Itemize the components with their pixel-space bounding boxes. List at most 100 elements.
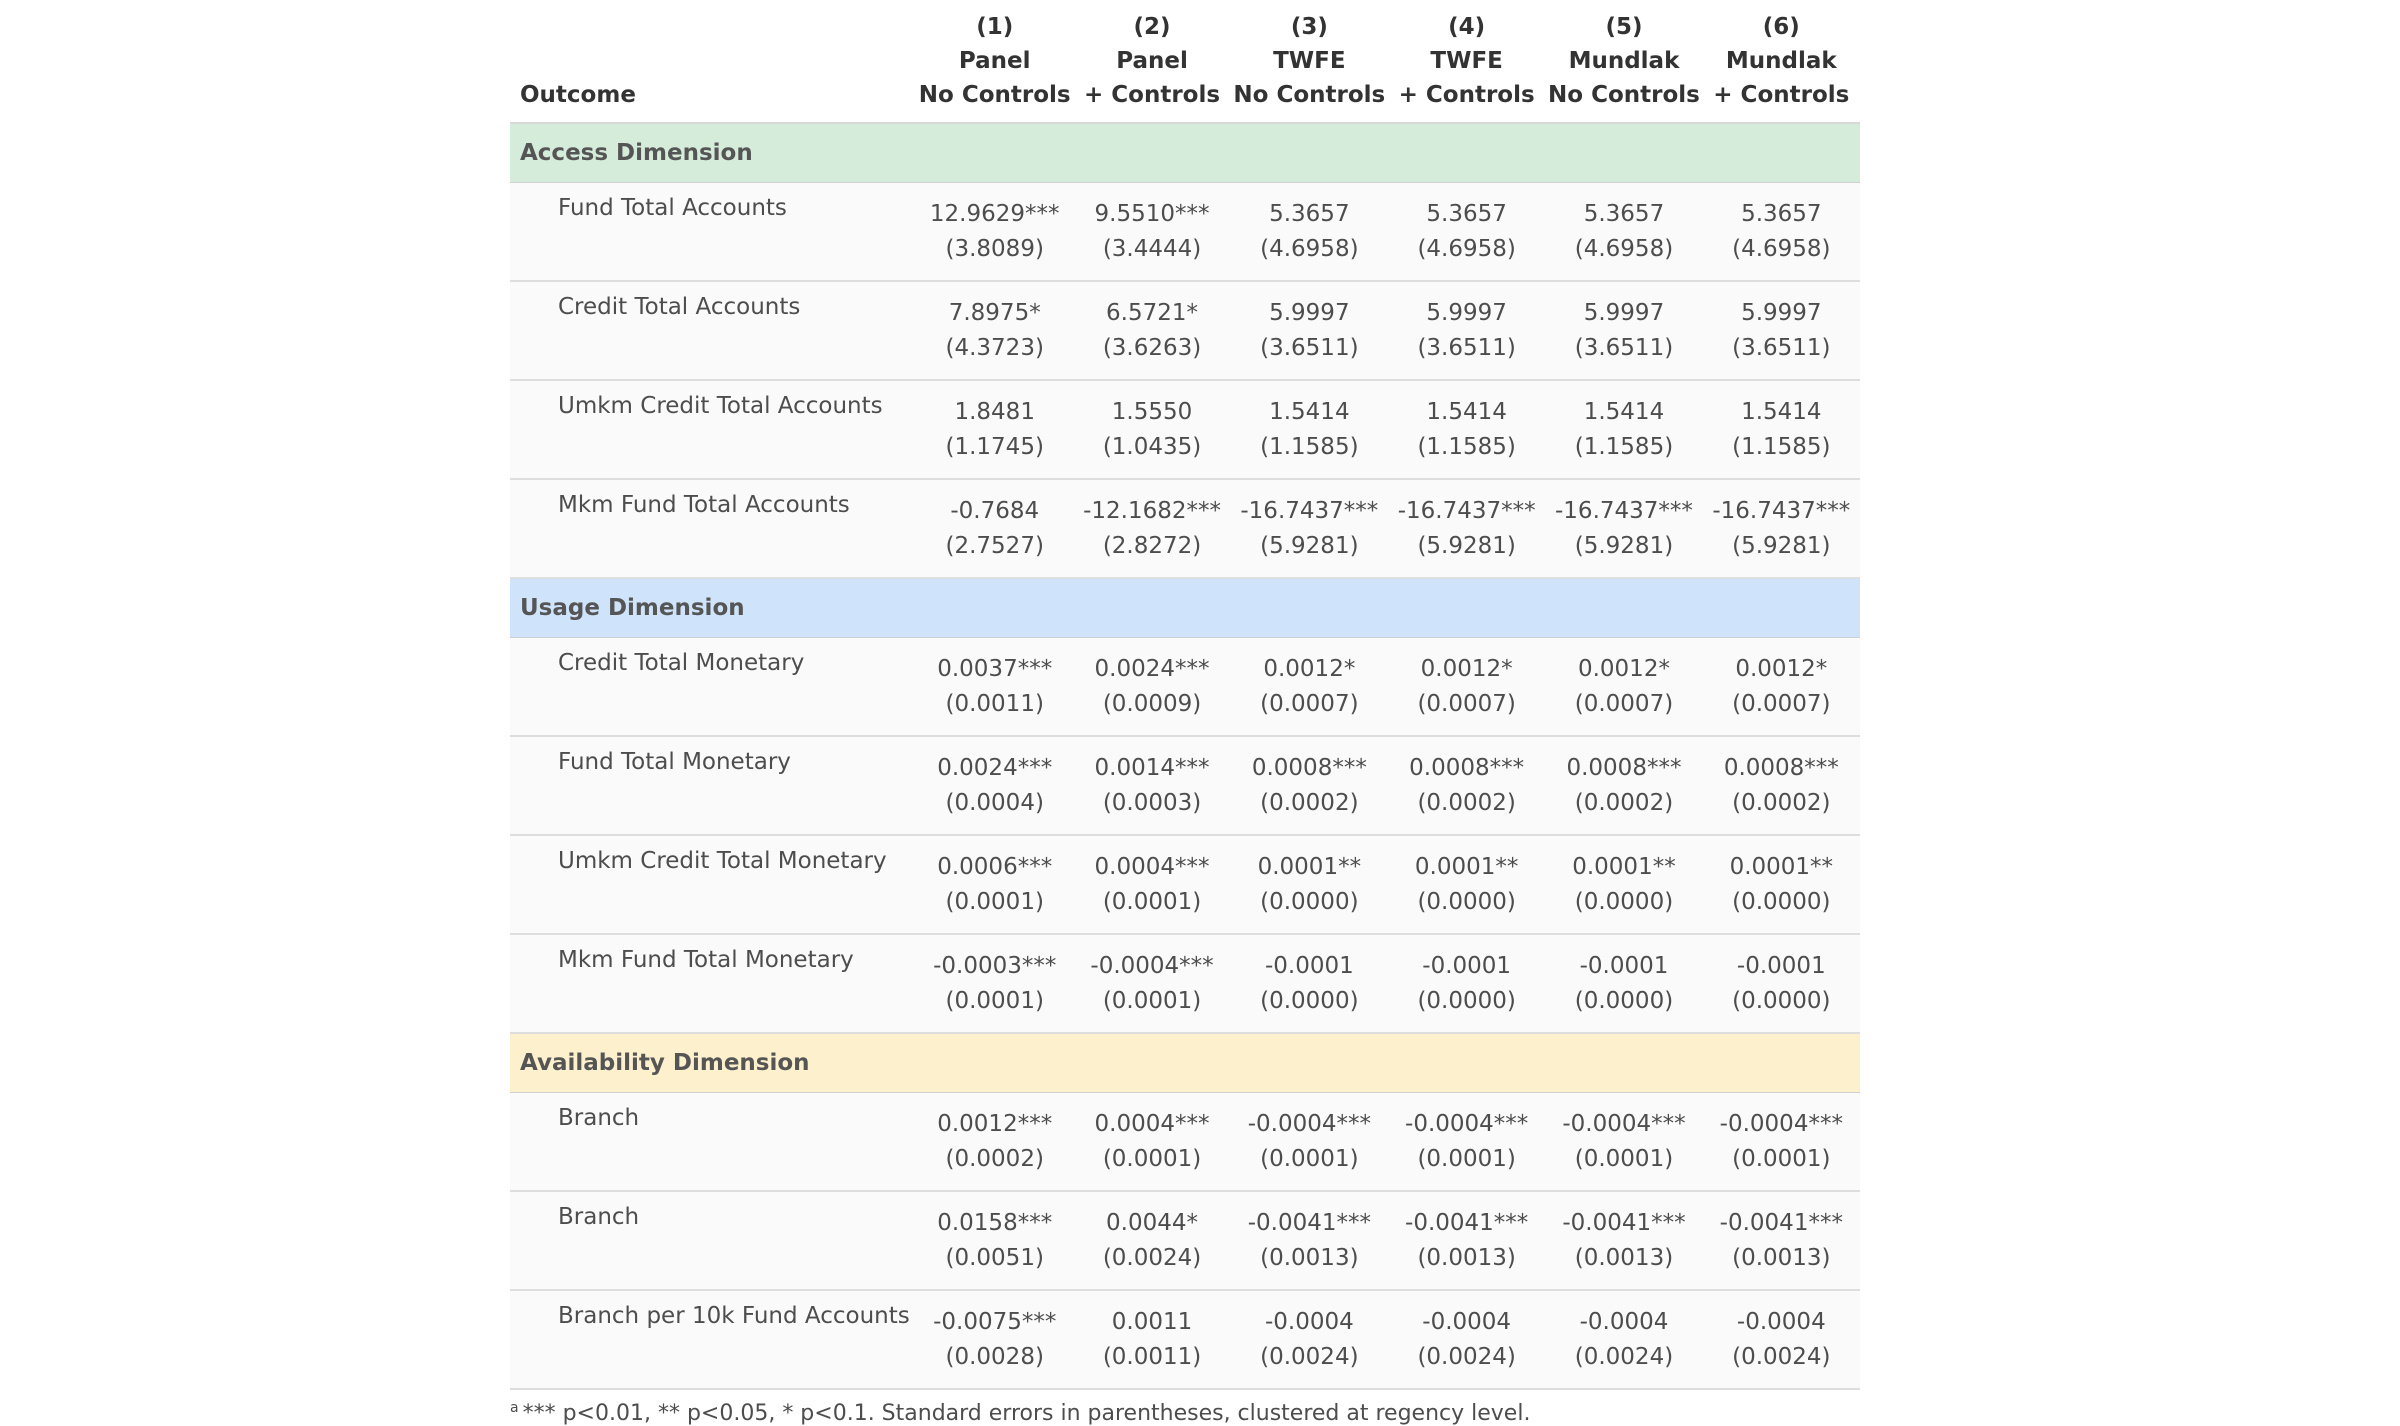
coefficient: -16.7437*** bbox=[1397, 497, 1536, 524]
estimate-cell: 0.0008*** (0.0002) bbox=[1230, 736, 1388, 836]
estimate-cell: 0.0004*** (0.0001) bbox=[1073, 1092, 1231, 1192]
standard-error: (0.0013) bbox=[1574, 1244, 1674, 1271]
coefficient: 1.5550 bbox=[1111, 398, 1193, 425]
standard-error: (0.0001) bbox=[1260, 1145, 1359, 1172]
coefficient: 0.0001** bbox=[1572, 853, 1676, 880]
coefficient: -0.0004*** bbox=[1405, 1110, 1529, 1137]
estimate-cell: 5.9997 (3.6511) bbox=[1702, 281, 1860, 381]
coefficient: 0.0008*** bbox=[1251, 754, 1367, 781]
coefficient: 0.0012* bbox=[1735, 655, 1828, 682]
coefficient: -12.1682*** bbox=[1083, 497, 1221, 524]
estimate-cell: -0.0004*** (0.0001) bbox=[1702, 1092, 1860, 1192]
column-header: (5) Mundlak No Controls bbox=[1545, 0, 1703, 124]
estimate-cell: -12.1682*** (2.8272) bbox=[1073, 479, 1231, 579]
standard-error: (0.0001) bbox=[1102, 987, 1202, 1014]
standard-error: (3.6511) bbox=[1260, 334, 1359, 361]
standard-error: (0.0001) bbox=[945, 888, 1044, 915]
standard-error: (4.6958) bbox=[1417, 235, 1516, 262]
estimate-cell: 5.3657 (4.6958) bbox=[1545, 182, 1703, 282]
estimate-cell: -0.0004 (0.0024) bbox=[1702, 1290, 1860, 1390]
estimate-cell: 1.8481 (1.1745) bbox=[916, 380, 1074, 480]
standard-error: (0.0004) bbox=[945, 789, 1044, 816]
standard-error: (0.0000) bbox=[1574, 987, 1674, 1014]
estimate-cell: 0.0006*** (0.0001) bbox=[916, 835, 1074, 935]
column-spec: + Controls bbox=[1713, 82, 1850, 108]
standard-error: (4.3723) bbox=[945, 334, 1044, 361]
standard-error: (1.1745) bbox=[945, 433, 1044, 460]
estimate-cell: 12.9629*** (3.8089) bbox=[916, 182, 1074, 282]
standard-error: (0.0000) bbox=[1417, 888, 1516, 915]
coefficient: -0.0001 bbox=[1736, 952, 1826, 979]
standard-error: (0.0011) bbox=[1102, 1343, 1202, 1370]
column-spec: No Controls bbox=[1233, 82, 1386, 108]
estimate-cell: -0.0001 (0.0000) bbox=[1702, 934, 1860, 1034]
column-number: (5) bbox=[1605, 14, 1643, 40]
estimate-cell: 0.0037*** (0.0011) bbox=[916, 637, 1074, 737]
standard-error: (0.0000) bbox=[1574, 888, 1674, 915]
estimate-cell: -0.0004*** (0.0001) bbox=[1073, 934, 1231, 1034]
footnote: a *** p<0.01, ** p<0.05, * p<0.1. Standar… bbox=[510, 1400, 1860, 1426]
coefficient: 0.0006*** bbox=[937, 853, 1053, 880]
coefficient: 0.0014*** bbox=[1094, 754, 1210, 781]
estimate-cell: -16.7437*** (5.9281) bbox=[1388, 479, 1546, 579]
coefficient: 0.0037*** bbox=[937, 655, 1053, 682]
standard-error: (0.0013) bbox=[1417, 1244, 1516, 1271]
outcome-header: Outcome bbox=[510, 0, 917, 124]
standard-error: (0.0013) bbox=[1260, 1244, 1359, 1271]
table-row: Fund Total Monetary 0.0024*** (0.0004) 0.00… bbox=[510, 736, 1860, 836]
coefficient: 12.9629*** bbox=[929, 200, 1060, 227]
coefficient: -0.0041*** bbox=[1405, 1209, 1529, 1236]
table-row: Credit Total Accounts 7.8975* (4.3723) 6.57… bbox=[510, 281, 1860, 381]
standard-error: (0.0001) bbox=[945, 987, 1044, 1014]
standard-error: (0.0024) bbox=[1732, 1343, 1831, 1370]
estimate-cell: -0.0004*** (0.0001) bbox=[1230, 1092, 1388, 1192]
standard-error: (0.0001) bbox=[1732, 1145, 1831, 1172]
standard-error: (2.7527) bbox=[945, 532, 1044, 559]
estimate-cell: 9.5510*** (3.4444) bbox=[1073, 182, 1231, 282]
estimate-cell: 0.0024*** (0.0004) bbox=[916, 736, 1074, 836]
estimate-cell: 0.0044* (0.0024) bbox=[1073, 1191, 1231, 1291]
standard-error: (0.0024) bbox=[1102, 1244, 1202, 1271]
standard-error: (4.6958) bbox=[1732, 235, 1831, 262]
estimate-cell: 1.5550 (1.0435) bbox=[1073, 380, 1231, 480]
column-header: (2) Panel + Controls bbox=[1073, 0, 1231, 124]
column-model: Mundlak bbox=[1725, 48, 1837, 74]
coefficient: -0.0075*** bbox=[933, 1308, 1057, 1335]
estimate-cell: 0.0158*** (0.0051) bbox=[916, 1191, 1074, 1291]
column-header: (3) TWFE No Controls bbox=[1230, 0, 1388, 124]
coefficient: 0.0004*** bbox=[1094, 1110, 1210, 1137]
estimate-cell: -0.0075*** (0.0028) bbox=[916, 1290, 1074, 1390]
table-row: Branch 0.0158*** (0.0051) 0.0044* (0.0024) -0… bbox=[510, 1191, 1860, 1291]
standard-error: (0.0002) bbox=[1574, 789, 1674, 816]
coefficient: -0.0004 bbox=[1422, 1308, 1512, 1335]
standard-error: (0.0028) bbox=[945, 1343, 1044, 1370]
coefficient: 9.5510*** bbox=[1094, 200, 1210, 227]
standard-error: (0.0001) bbox=[1574, 1145, 1674, 1172]
table-row: Branch 0.0012*** (0.0002) 0.0004*** (0.0001)… bbox=[510, 1092, 1860, 1192]
coefficient: 0.0001** bbox=[1729, 853, 1834, 880]
estimate-cell: -0.0004 (0.0024) bbox=[1545, 1290, 1703, 1390]
table-row: Branch per 10k Fund Accounts -0.0075*** (0… bbox=[510, 1290, 1860, 1390]
standard-error: (0.0000) bbox=[1260, 888, 1359, 915]
estimate-cell: -0.7684 (2.7527) bbox=[916, 479, 1074, 579]
standard-error: (0.0007) bbox=[1260, 690, 1359, 717]
estimate-cell: 1.5414 (1.1585) bbox=[1388, 380, 1546, 480]
coefficient: 5.9997 bbox=[1269, 299, 1350, 326]
standard-error: (0.0024) bbox=[1260, 1343, 1359, 1370]
coefficient: -16.7437*** bbox=[1712, 497, 1851, 524]
coefficient: -0.0004*** bbox=[1090, 952, 1214, 979]
estimate-cell: 0.0001** (0.0000) bbox=[1388, 835, 1546, 935]
group-header-row: Access Dimension bbox=[510, 123, 1860, 183]
column-number: (6) bbox=[1762, 14, 1800, 40]
estimate-cell: 0.0004*** (0.0001) bbox=[1073, 835, 1231, 935]
coefficient: 0.0012* bbox=[1577, 655, 1670, 682]
table-body: Access Dimension Fund Total Accounts 12.96… bbox=[510, 123, 1860, 1390]
estimate-cell: -0.0004*** (0.0001) bbox=[1388, 1092, 1546, 1192]
group-header-row: Availability Dimension bbox=[510, 1033, 1860, 1093]
group-title: Usage Dimension bbox=[510, 578, 1860, 638]
estimate-cell: -16.7437*** (5.9281) bbox=[1545, 479, 1703, 579]
column-number: (3) bbox=[1290, 14, 1328, 40]
coefficient: 0.0012* bbox=[1263, 655, 1356, 682]
coefficient: 0.0158*** bbox=[937, 1209, 1053, 1236]
standard-error: (0.0000) bbox=[1417, 987, 1516, 1014]
